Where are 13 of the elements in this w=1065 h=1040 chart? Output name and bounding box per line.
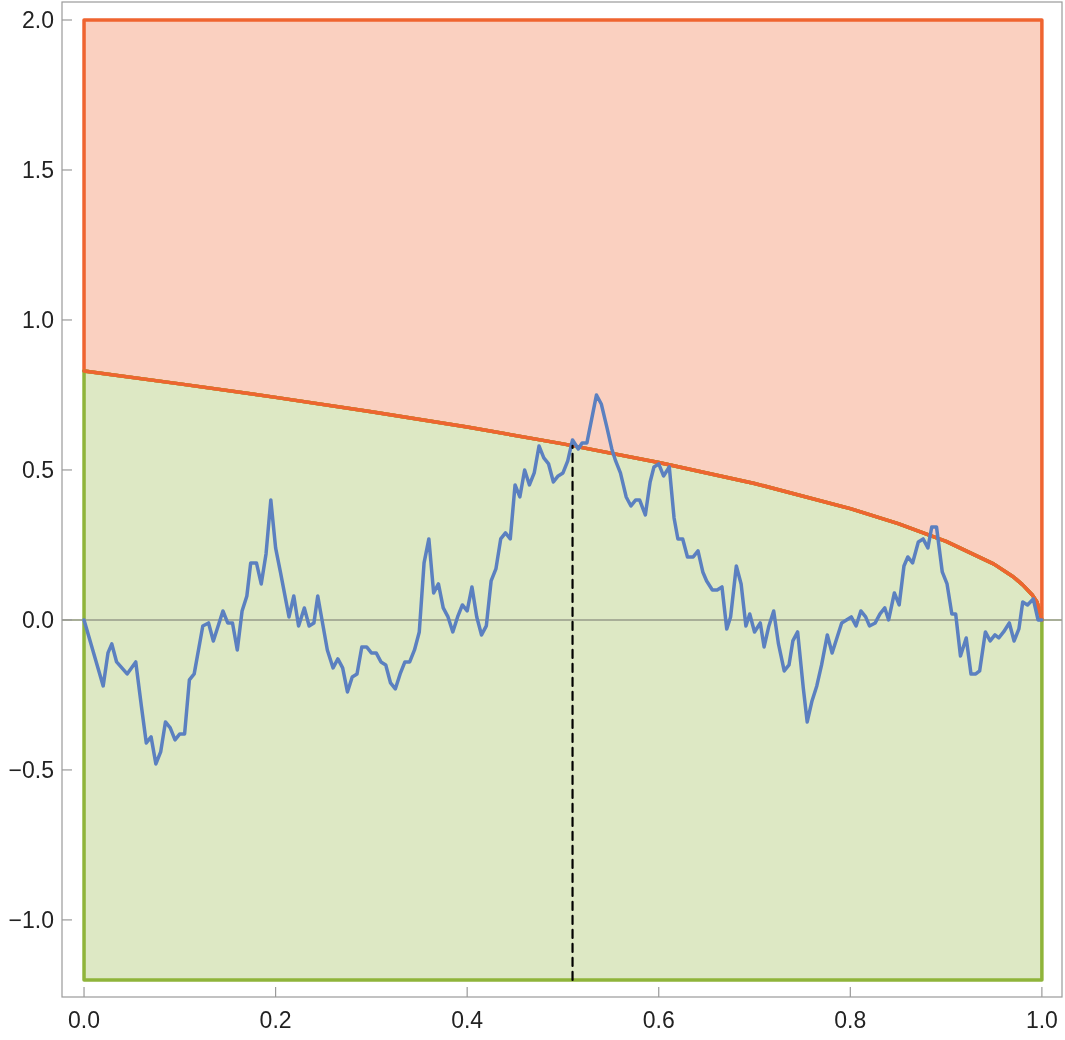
y-tick-label: 1.0	[22, 307, 54, 334]
y-tick-label: −1.0	[8, 906, 54, 933]
x-tick-label: 0.4	[451, 1007, 484, 1033]
y-tick-label: 0.5	[22, 457, 54, 483]
x-tick-label: 0.8	[834, 1007, 867, 1033]
y-tick-label: 0.0	[22, 606, 54, 633]
x-tick-label: 0.0	[68, 1007, 101, 1033]
x-tick-label: 0.6	[642, 1007, 675, 1033]
x-tick-label: 0.2	[259, 1007, 292, 1033]
y-tick-label: −0.5	[8, 756, 54, 783]
y-tick-label: 1.5	[22, 157, 54, 184]
x-tick-label: 1.0	[1025, 1007, 1058, 1033]
y-tick-label: 2.0	[22, 7, 54, 34]
